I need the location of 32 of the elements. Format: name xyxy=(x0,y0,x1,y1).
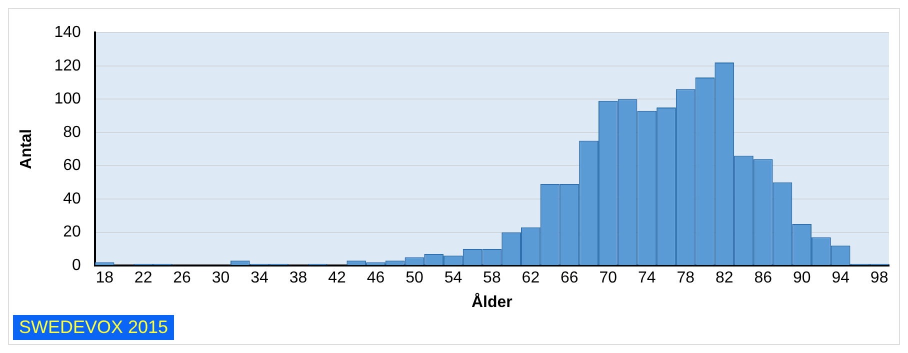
x-tick-label: 94 xyxy=(832,270,850,287)
y-tick-label: 40 xyxy=(63,190,81,208)
x-tick-label: 54 xyxy=(444,270,462,287)
y-axis-title: Antal xyxy=(18,129,36,170)
x-tick-label: 42 xyxy=(328,270,346,287)
x-tick-label: 34 xyxy=(250,270,269,287)
x-tick-label: 38 xyxy=(289,270,308,287)
x-tick-label: 70 xyxy=(599,270,618,287)
x-tick-label: 98 xyxy=(870,270,888,287)
y-tick-label: 120 xyxy=(54,57,81,74)
x-tick-label: 66 xyxy=(560,270,578,287)
x-tick-label: 58 xyxy=(483,270,501,287)
x-tick-label: 78 xyxy=(676,270,695,287)
x-tick-label: 82 xyxy=(715,270,734,287)
y-tick-label: 0 xyxy=(72,257,81,274)
x-tick-label: 50 xyxy=(406,270,424,287)
x-tick-label: 22 xyxy=(134,270,152,287)
y-tick-label: 60 xyxy=(63,157,81,174)
y-tick-label: 140 xyxy=(54,24,81,42)
y-tick-label: 20 xyxy=(63,224,81,241)
x-tick-label: 90 xyxy=(792,270,811,287)
x-tick-label: 30 xyxy=(212,270,230,287)
y-tick-label: 80 xyxy=(63,124,81,141)
x-tick-label: 46 xyxy=(366,270,385,287)
x-tick-label: 86 xyxy=(754,270,772,287)
text: SWEDEVOX 2015 xyxy=(13,315,174,340)
x-tick-label: 18 xyxy=(96,270,114,287)
y-tick-label: 100 xyxy=(54,90,81,108)
x-axis-title: Ålder xyxy=(471,292,512,311)
x-tick-label: 74 xyxy=(638,270,656,287)
x-tick-label: 26 xyxy=(173,270,192,287)
x-tick-label: 62 xyxy=(522,270,540,287)
